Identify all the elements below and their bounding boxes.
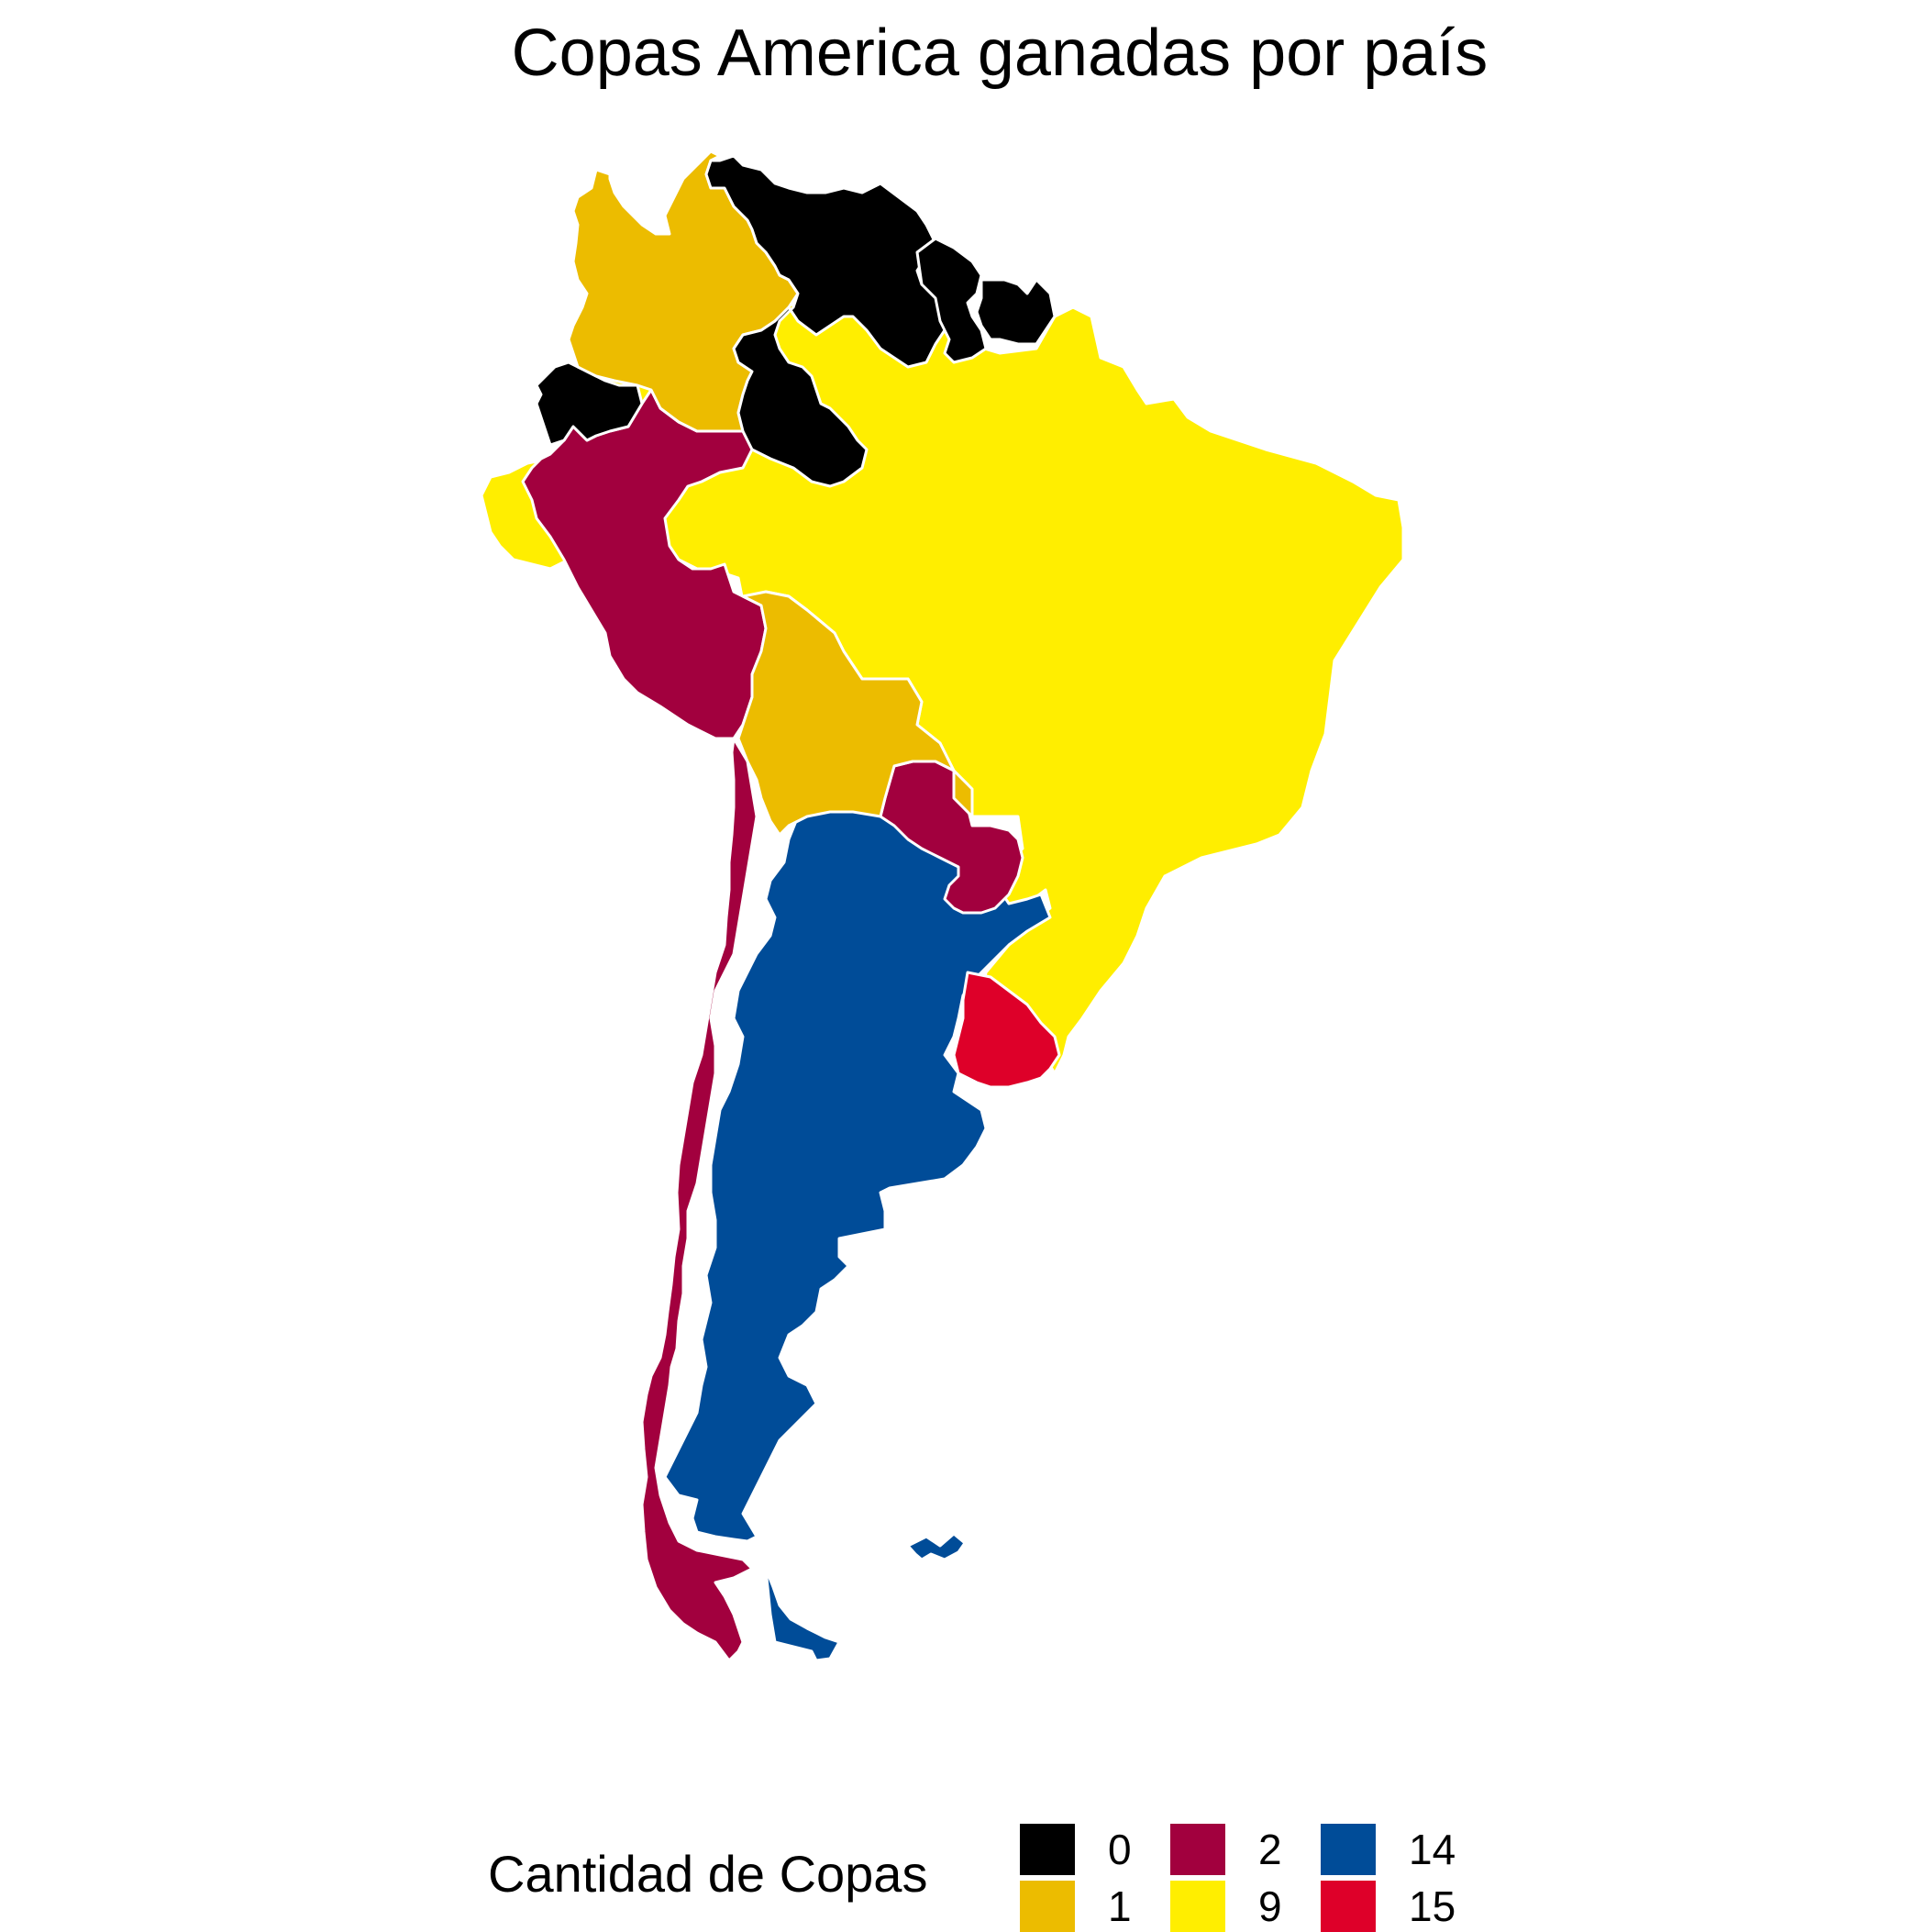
legend-swatch-2 xyxy=(1170,1824,1225,1875)
legend-swatch-5 xyxy=(1321,1881,1376,1932)
region-argentina-tdf xyxy=(764,1567,841,1662)
region-ecuador xyxy=(535,361,644,447)
legend-label-5: 15 xyxy=(1409,1882,1456,1930)
region-guyana xyxy=(915,237,988,364)
legend-swatch-4 xyxy=(1321,1824,1376,1875)
region-chile xyxy=(640,737,758,1662)
chart-title: Copas America ganadas por país xyxy=(511,17,1489,90)
south-america-map xyxy=(480,150,1405,1662)
legend-swatch-3 xyxy=(1170,1881,1225,1932)
legend-label-3: 9 xyxy=(1258,1882,1282,1930)
legend: Cantidad de Copas 0 1 2 9 14 15 xyxy=(488,1824,1497,1932)
legend-label-2: 2 xyxy=(1258,1826,1282,1873)
legend-label-1: 1 xyxy=(1108,1882,1132,1930)
legend-title: Cantidad de Copas xyxy=(488,1845,928,1903)
legend-swatch-1 xyxy=(1020,1881,1075,1932)
region-venezuela xyxy=(704,154,946,488)
legend-label-0: 0 xyxy=(1108,1826,1132,1873)
region-suriname xyxy=(975,278,1057,346)
legend-label-4: 14 xyxy=(1409,1826,1456,1873)
region-argentina xyxy=(663,805,1052,1543)
region-falklands xyxy=(906,1532,967,1561)
region-uruguay xyxy=(952,971,1061,1089)
region-bolivia xyxy=(736,590,974,837)
legend-swatch-0 xyxy=(1020,1824,1075,1875)
